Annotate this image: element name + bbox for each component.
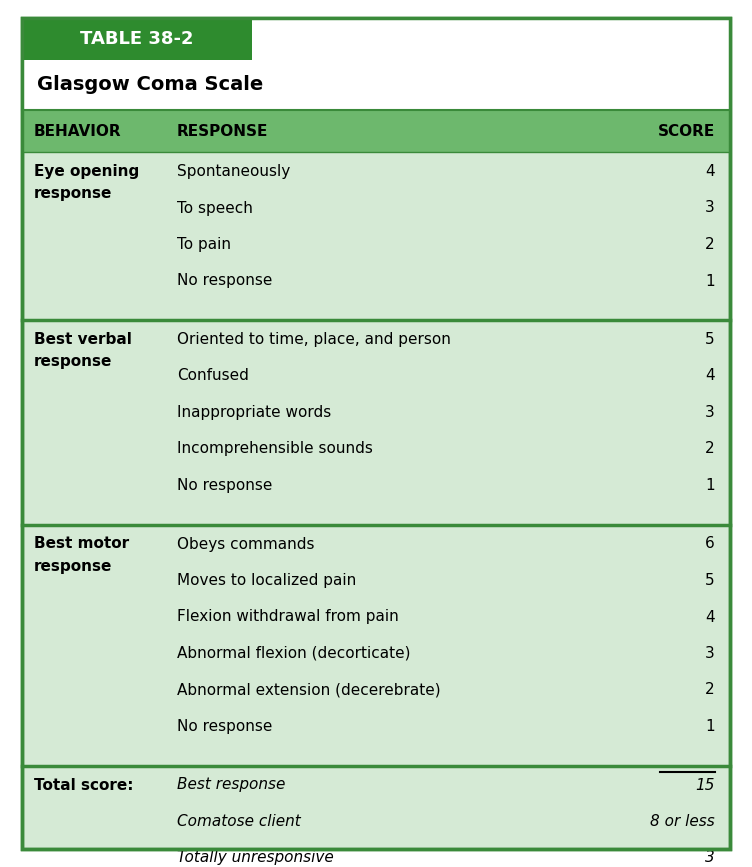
- Text: 1: 1: [705, 719, 715, 734]
- Text: Comatose client: Comatose client: [177, 814, 301, 829]
- Text: Totally unresponsive: Totally unresponsive: [177, 851, 334, 865]
- Text: SCORE: SCORE: [658, 123, 715, 139]
- Text: 15: 15: [696, 778, 715, 792]
- Text: 1: 1: [705, 478, 715, 493]
- Text: Flexion withdrawal from pain: Flexion withdrawal from pain: [177, 610, 399, 624]
- Text: 2: 2: [705, 682, 715, 697]
- Text: 3: 3: [705, 646, 715, 661]
- Text: Abnormal flexion (decorticate): Abnormal flexion (decorticate): [177, 646, 411, 661]
- Text: RESPONSE: RESPONSE: [177, 123, 268, 139]
- Text: 2: 2: [705, 237, 715, 252]
- Text: 4: 4: [705, 164, 715, 179]
- Text: TABLE 38-2: TABLE 38-2: [80, 30, 194, 48]
- Text: 4: 4: [705, 610, 715, 624]
- Text: Glasgow Coma Scale: Glasgow Coma Scale: [37, 75, 263, 95]
- Text: Best response: Best response: [177, 778, 285, 792]
- Text: To speech: To speech: [177, 200, 253, 216]
- Bar: [22, 18, 252, 60]
- Text: Incomprehensible sounds: Incomprehensible sounds: [177, 441, 373, 457]
- Text: Oriented to time, place, and person: Oriented to time, place, and person: [177, 332, 451, 347]
- Text: No response: No response: [177, 273, 272, 289]
- Text: 3: 3: [705, 851, 715, 865]
- Text: 2: 2: [705, 441, 715, 457]
- Text: 3: 3: [705, 200, 715, 216]
- Text: Obeys commands: Obeys commands: [177, 537, 314, 551]
- Bar: [22, 18, 252, 60]
- Text: 5: 5: [705, 573, 715, 588]
- Text: Spontaneously: Spontaneously: [177, 164, 290, 179]
- Text: 3: 3: [705, 405, 715, 420]
- Text: To pain: To pain: [177, 237, 231, 252]
- Text: No response: No response: [177, 478, 272, 493]
- Text: Eye opening
response: Eye opening response: [34, 164, 139, 201]
- Text: Total score:: Total score:: [34, 778, 134, 792]
- Text: Inappropriate words: Inappropriate words: [177, 405, 331, 420]
- Bar: [22, 110, 730, 152]
- Text: Abnormal extension (decerebrate): Abnormal extension (decerebrate): [177, 682, 441, 697]
- Text: TABLE 38-2: TABLE 38-2: [80, 30, 194, 48]
- Text: 6: 6: [705, 537, 715, 551]
- Text: Moves to localized pain: Moves to localized pain: [177, 573, 356, 588]
- Text: Confused: Confused: [177, 368, 249, 383]
- Text: 5: 5: [705, 332, 715, 347]
- Text: 1: 1: [705, 273, 715, 289]
- Text: 8 or less: 8 or less: [650, 814, 715, 829]
- Text: 4: 4: [705, 368, 715, 383]
- Bar: [22, 18, 730, 110]
- Text: BEHAVIOR: BEHAVIOR: [34, 123, 122, 139]
- Text: No response: No response: [177, 719, 272, 734]
- Text: Best verbal
response: Best verbal response: [34, 332, 132, 369]
- Text: Best motor
response: Best motor response: [34, 537, 129, 574]
